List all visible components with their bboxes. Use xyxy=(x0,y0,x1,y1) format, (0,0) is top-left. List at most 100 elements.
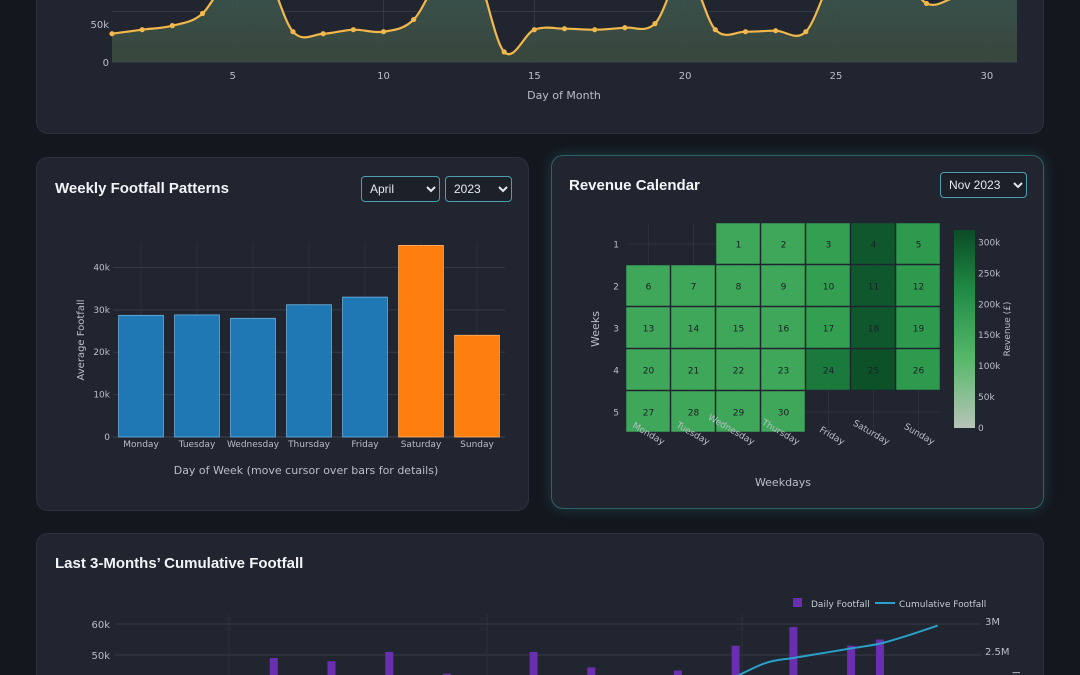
calendar-y-axis-label: Weeks xyxy=(589,311,602,347)
calendar-day-cell[interactable] xyxy=(850,348,896,391)
footfall-point[interactable] xyxy=(380,29,387,35)
daily-footfall-bar[interactable] xyxy=(327,661,336,675)
footfall-point[interactable] xyxy=(742,29,749,35)
daily-footfall-bar[interactable] xyxy=(673,670,682,675)
calendar-day-cell[interactable] xyxy=(670,348,716,391)
weekly-ytick: 30k xyxy=(93,306,110,316)
weekly-bar-wednesday[interactable] xyxy=(230,317,276,438)
calendar-day-label: 8 xyxy=(736,283,742,293)
year-select[interactable]: 2023 xyxy=(445,176,512,202)
footfall-point[interactable] xyxy=(561,26,568,32)
footfall-point[interactable] xyxy=(773,28,779,34)
daily-footfall-bar[interactable] xyxy=(529,651,538,675)
calendar-day-cell[interactable] xyxy=(715,222,761,265)
calendar-week-label: 4 xyxy=(613,367,619,377)
calendar-day-cell[interactable] xyxy=(670,264,716,307)
footfall-point[interactable] xyxy=(501,49,507,55)
revenue-calendar-card: Revenue Calendar Nov 2023 1 2 3 4 5 6 7 8 9 10 11 1… xyxy=(551,155,1044,509)
daily-footfall-bar[interactable] xyxy=(847,645,856,675)
calendar-day-label: 1 xyxy=(736,241,742,251)
daily-footfall-bar[interactable] xyxy=(789,627,798,675)
calendar-day-cell[interactable] xyxy=(670,390,716,433)
daily-footfall-bar[interactable] xyxy=(587,667,596,675)
daily-footfall-bar[interactable] xyxy=(875,639,884,675)
footfall-point[interactable] xyxy=(169,23,175,29)
calendar-day-cell[interactable] xyxy=(805,348,851,391)
calendar-day-cell[interactable] xyxy=(850,264,896,307)
footfall-point[interactable] xyxy=(652,21,658,27)
colorbar-tick: 300k xyxy=(978,238,1001,248)
weekly-bar-sunday[interactable] xyxy=(454,334,500,438)
calendar-day-cell[interactable] xyxy=(895,348,941,391)
calendar-week-label: 3 xyxy=(613,325,619,335)
daily-footfall-bar[interactable] xyxy=(731,645,740,675)
weekly-xtick: Thursday xyxy=(287,440,331,450)
calendar-day-cell[interactable] xyxy=(760,348,806,391)
footfall-point[interactable] xyxy=(592,27,598,33)
daily-footfall-bar[interactable] xyxy=(269,658,278,675)
calendar-day-cell[interactable] xyxy=(715,348,761,391)
legend-cumulative-label[interactable]: Cumulative Footfall xyxy=(899,600,986,610)
calendar-day-cell[interactable] xyxy=(715,306,761,349)
calendar-day-label: 6 xyxy=(646,283,652,293)
calendar-day-cell[interactable] xyxy=(850,222,896,265)
calendar-day-cell[interactable] xyxy=(625,264,671,307)
calendar-week-label: 2 xyxy=(613,283,619,293)
daily-footfall-bar[interactable] xyxy=(385,651,394,675)
calendar-day-cell[interactable] xyxy=(625,306,671,349)
footfall-point[interactable] xyxy=(139,27,145,33)
legend-daily-swatch[interactable] xyxy=(793,598,802,607)
calendar-day-cell[interactable] xyxy=(895,306,941,349)
weekly-footfall-card: Weekly Footfall Patterns April 2023 0 10k… xyxy=(36,157,529,511)
footfall-point[interactable] xyxy=(531,27,537,33)
daily-footfall-bar[interactable] xyxy=(442,673,451,675)
footfall-point[interactable] xyxy=(199,10,206,17)
calendar-month-select[interactable]: Nov 2023 xyxy=(940,172,1027,198)
calendar-day-label: 2 xyxy=(781,241,787,251)
footfall-point[interactable] xyxy=(320,31,326,37)
colorbar-tick: 0 xyxy=(978,424,984,434)
calendar-day-cell[interactable] xyxy=(760,390,806,433)
calendar-day-label: 16 xyxy=(778,325,790,335)
footfall-point[interactable] xyxy=(411,16,417,23)
calendar-day-label: 15 xyxy=(733,325,744,335)
weekly-xtick: Wednesday xyxy=(227,440,280,450)
footfall-point[interactable] xyxy=(350,27,356,33)
footfall-point[interactable] xyxy=(109,31,115,37)
calendar-day-cell[interactable] xyxy=(625,390,671,433)
weekly-bar-tuesday[interactable] xyxy=(174,314,220,438)
weekly-card-title: Weekly Footfall Patterns xyxy=(55,180,229,197)
calendar-day-cell[interactable] xyxy=(760,222,806,265)
calendar-day-label: 14 xyxy=(688,325,700,335)
calendar-day-cell[interactable] xyxy=(805,264,851,307)
weekly-xtick: Friday xyxy=(351,440,379,450)
calendar-day-cell[interactable] xyxy=(715,390,761,433)
calendar-day-cell[interactable] xyxy=(895,264,941,307)
calendar-day-cell[interactable] xyxy=(805,222,851,265)
cum-y2tick-3m: 3M xyxy=(985,617,1000,628)
weekly-ytick: 0 xyxy=(104,433,110,443)
calendar-day-cell[interactable] xyxy=(805,306,851,349)
weekly-bar-thursday[interactable] xyxy=(286,304,332,438)
month-select[interactable]: April xyxy=(361,176,440,202)
weekly-bar-monday[interactable] xyxy=(118,314,164,438)
calendar-day-cell[interactable] xyxy=(760,306,806,349)
calendar-day-cell[interactable] xyxy=(715,264,761,307)
footfall-point[interactable] xyxy=(712,27,718,33)
calendar-day-cell[interactable] xyxy=(670,306,716,349)
calendar-day-cell[interactable] xyxy=(760,264,806,307)
calendar-day-cell[interactable] xyxy=(625,348,671,391)
weekly-bar-saturday[interactable] xyxy=(398,244,444,438)
footfall-point[interactable] xyxy=(923,0,930,7)
footfall-point[interactable] xyxy=(622,25,628,31)
calendar-day-cell[interactable] xyxy=(850,306,896,349)
top-xtick: 5 xyxy=(229,71,235,82)
legend-daily-label[interactable]: Daily Footfall xyxy=(811,600,870,610)
footfall-point[interactable] xyxy=(290,29,296,35)
calendar-weekday-label: Sunday xyxy=(902,422,937,448)
weekly-bar-friday[interactable] xyxy=(342,296,388,438)
calendar-day-cell[interactable] xyxy=(895,222,941,265)
cum-y2tick-2.5m: 2.5M xyxy=(985,647,1010,658)
footfall-point[interactable] xyxy=(803,29,809,35)
